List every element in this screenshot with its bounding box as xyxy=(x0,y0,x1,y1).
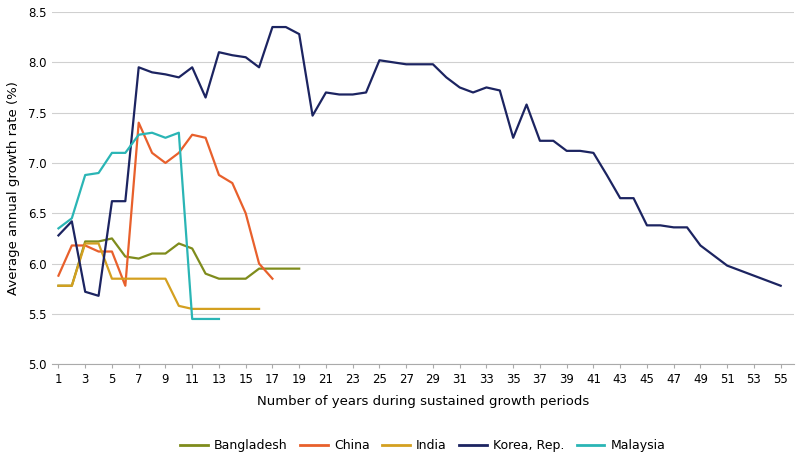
Y-axis label: Average annual growth rate (%): Average annual growth rate (%) xyxy=(7,81,20,295)
Legend: Bangladesh, China, India, Korea, Rep., Malaysia: Bangladesh, China, India, Korea, Rep., M… xyxy=(175,434,670,457)
X-axis label: Number of years during sustained growth periods: Number of years during sustained growth … xyxy=(257,395,589,408)
